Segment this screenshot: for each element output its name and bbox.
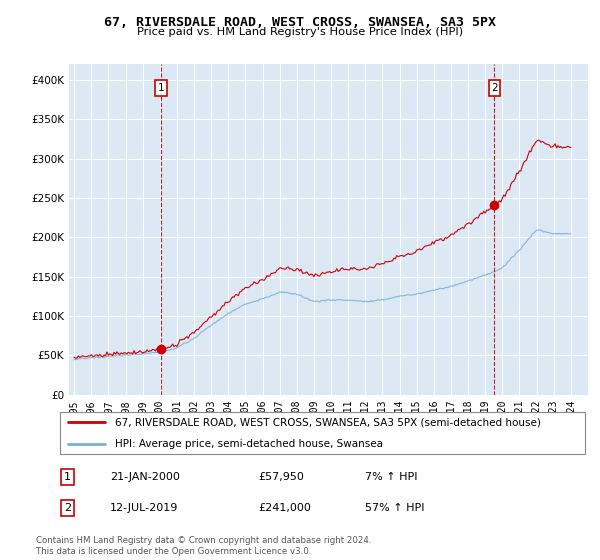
Text: £241,000: £241,000 — [259, 503, 311, 513]
FancyBboxPatch shape — [59, 412, 586, 454]
Text: 67, RIVERSDALE ROAD, WEST CROSS, SWANSEA, SA3 5PX (semi-detached house): 67, RIVERSDALE ROAD, WEST CROSS, SWANSEA… — [115, 417, 541, 427]
Text: £57,950: £57,950 — [259, 472, 305, 482]
Text: 7% ↑ HPI: 7% ↑ HPI — [365, 472, 418, 482]
Text: 12-JUL-2019: 12-JUL-2019 — [110, 503, 178, 513]
Text: 21-JAN-2000: 21-JAN-2000 — [110, 472, 180, 482]
Text: 1: 1 — [64, 472, 71, 482]
Text: 2: 2 — [64, 503, 71, 513]
Text: 1: 1 — [157, 83, 164, 93]
Text: 67, RIVERSDALE ROAD, WEST CROSS, SWANSEA, SA3 5PX: 67, RIVERSDALE ROAD, WEST CROSS, SWANSEA… — [104, 16, 496, 29]
Text: HPI: Average price, semi-detached house, Swansea: HPI: Average price, semi-detached house,… — [115, 439, 383, 449]
Text: Contains HM Land Registry data © Crown copyright and database right 2024.
This d: Contains HM Land Registry data © Crown c… — [36, 536, 371, 556]
Text: Price paid vs. HM Land Registry's House Price Index (HPI): Price paid vs. HM Land Registry's House … — [137, 27, 463, 37]
Text: 2: 2 — [491, 83, 498, 93]
Text: 57% ↑ HPI: 57% ↑ HPI — [365, 503, 424, 513]
